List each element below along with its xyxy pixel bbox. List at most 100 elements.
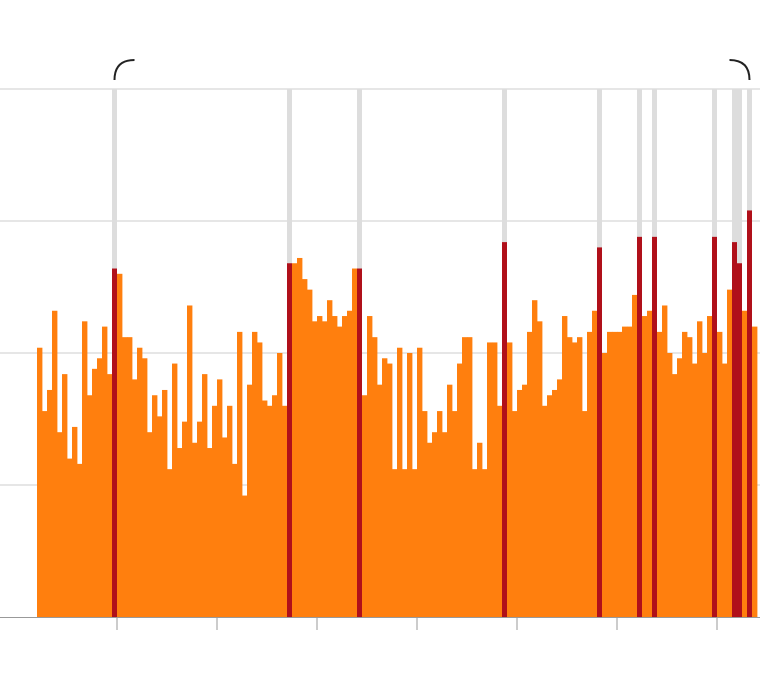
bar xyxy=(67,458,73,617)
bar xyxy=(92,368,98,617)
bar xyxy=(77,463,83,617)
bar xyxy=(477,442,483,617)
bar xyxy=(302,279,308,617)
bar xyxy=(182,421,188,617)
bar xyxy=(322,321,328,617)
bar xyxy=(387,363,393,617)
bar xyxy=(402,469,408,617)
highlighted-bar xyxy=(112,268,117,617)
bar xyxy=(592,310,598,617)
highlighted-bar xyxy=(597,247,602,617)
bar xyxy=(617,331,623,617)
bar xyxy=(467,337,473,617)
bar xyxy=(517,389,523,617)
bar xyxy=(267,405,273,617)
bar xyxy=(162,389,168,617)
bar xyxy=(442,432,448,617)
bar xyxy=(37,347,43,617)
bar xyxy=(252,331,258,617)
bar xyxy=(222,437,228,617)
bar xyxy=(587,331,593,617)
bar xyxy=(552,389,558,617)
bar xyxy=(227,405,233,617)
bar xyxy=(72,426,78,617)
bar xyxy=(257,342,263,617)
bar xyxy=(127,337,133,617)
bar xyxy=(122,337,128,617)
bar xyxy=(522,384,528,617)
bar xyxy=(577,337,583,617)
bracket-left xyxy=(113,59,135,81)
bar xyxy=(492,342,498,617)
highlighted-bar xyxy=(732,242,737,617)
bar xyxy=(572,342,578,617)
bar xyxy=(752,326,758,617)
highlighted-bar xyxy=(287,263,292,617)
bar xyxy=(137,347,143,617)
bar xyxy=(657,331,663,617)
bar xyxy=(382,358,388,617)
highlighted-bar xyxy=(652,236,657,617)
bar xyxy=(272,395,278,617)
bar xyxy=(537,321,543,617)
bar xyxy=(727,289,733,617)
bar xyxy=(307,289,313,617)
bar xyxy=(542,405,548,617)
bar xyxy=(312,321,318,617)
bar xyxy=(627,326,633,617)
bar xyxy=(557,379,563,617)
bar xyxy=(292,263,298,617)
bar xyxy=(247,384,253,617)
bar xyxy=(667,353,673,617)
bar xyxy=(697,321,703,617)
bar xyxy=(57,432,63,617)
highlighted-bar xyxy=(637,236,642,617)
bar xyxy=(687,337,693,617)
bar xyxy=(237,331,243,617)
x-axis xyxy=(0,617,760,630)
bar xyxy=(482,469,488,617)
highlighted-bar xyxy=(357,268,362,617)
bars xyxy=(37,257,758,617)
bar xyxy=(722,363,728,617)
bar xyxy=(527,331,533,617)
bar xyxy=(512,411,518,617)
bar xyxy=(427,442,433,617)
bar xyxy=(147,432,153,617)
bar xyxy=(742,310,748,617)
bar xyxy=(392,469,398,617)
highlighted-bar xyxy=(712,236,717,617)
bar xyxy=(412,469,418,617)
bar xyxy=(297,257,303,617)
bar xyxy=(362,395,368,617)
bar xyxy=(642,316,648,617)
bar xyxy=(452,411,458,617)
bar xyxy=(102,326,108,617)
bar xyxy=(567,337,573,617)
bar xyxy=(507,342,513,617)
bar xyxy=(472,469,478,617)
bracket-right xyxy=(729,59,751,81)
range-brackets xyxy=(113,59,751,81)
highlighted-bar xyxy=(502,242,507,617)
bar xyxy=(157,416,163,617)
bar xyxy=(662,305,668,617)
bar xyxy=(432,432,438,617)
bar xyxy=(142,358,148,617)
bar xyxy=(317,316,323,617)
highlighted-bars xyxy=(112,210,752,617)
bar xyxy=(547,395,553,617)
bar xyxy=(212,405,218,617)
bar xyxy=(437,411,443,617)
bar xyxy=(262,400,268,617)
bar xyxy=(607,331,613,617)
bar xyxy=(82,321,88,617)
bar xyxy=(232,463,238,617)
bar xyxy=(242,495,248,617)
bar xyxy=(197,421,203,617)
bar xyxy=(672,374,678,617)
bar xyxy=(282,405,288,617)
bar xyxy=(367,316,373,617)
bar xyxy=(372,337,378,617)
bar xyxy=(447,384,453,617)
